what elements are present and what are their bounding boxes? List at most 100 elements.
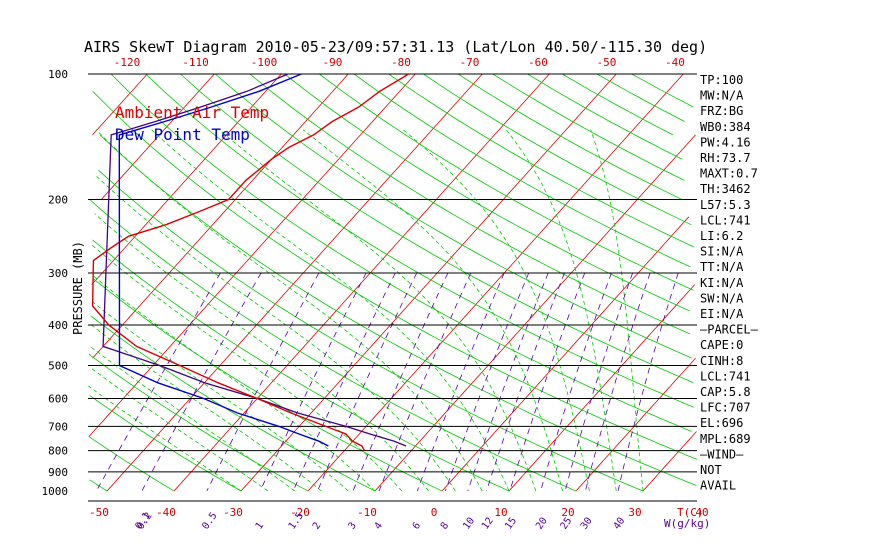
x-axis-label-temp: T(C) <box>677 506 704 519</box>
moist-adiabat-line <box>151 129 510 492</box>
dry-adiabat-line <box>88 353 309 492</box>
pressure-tick-label: 800 <box>48 445 68 458</box>
mixing-ratio-line <box>585 272 651 492</box>
dry-adiabat-line <box>90 315 376 492</box>
dry-adiabat-line <box>423 73 692 226</box>
mixing-ratio-tick-label: 0.2 <box>135 511 154 532</box>
moist-adiabat-line <box>90 243 403 492</box>
moist-adiabat-lines <box>88 129 644 492</box>
y-axis-label: PRESSURE (MB) <box>71 241 85 335</box>
mixing-ratio-tick-label: 6 <box>411 520 423 531</box>
index-value: TH:3462 <box>700 182 751 196</box>
ambient-temp-line <box>91 73 409 451</box>
top-temperature-tick-labels: -120 -110 -100 -90 -80 -70 -60 -50 -40 <box>114 56 685 69</box>
mixing-ratio-line <box>378 272 472 492</box>
dry-adiabat-line <box>89 395 242 492</box>
pressure-tick-label: 700 <box>48 420 68 433</box>
top-temp-tick-label: -100 <box>251 56 278 69</box>
dry-adiabat-line <box>93 278 443 492</box>
mixing-ratio-line <box>317 272 418 492</box>
mixing-ratio-tick-label: 4 <box>373 520 385 531</box>
pressure-tick-label: 400 <box>48 319 68 332</box>
dry-adiabat-line <box>145 73 694 408</box>
parcel-path-line <box>102 73 407 447</box>
index-value: CAPE:0 <box>700 338 743 352</box>
index-value: PW:4.16 <box>700 135 751 149</box>
pressure-tick-label: 100 <box>48 68 68 81</box>
dry-adiabat-line <box>88 436 175 492</box>
moist-adiabat-line <box>91 324 322 492</box>
mixing-ratio-lines <box>96 272 679 492</box>
isotherm-line <box>307 73 684 492</box>
top-temp-tick-label: -80 <box>391 56 411 69</box>
mixing-ratio-line <box>96 272 221 492</box>
pressure-tick-label: 1000 <box>42 485 69 498</box>
moist-adiabat-line <box>95 129 483 492</box>
index-value: MPL:689 <box>700 432 751 446</box>
dry-adiabat-line <box>596 73 685 122</box>
index-value: LFC:707 <box>700 401 751 415</box>
bottom-temp-tick-label: 0 <box>431 506 438 519</box>
index-value: LCL:741 <box>700 369 751 383</box>
moist-adiabat-line <box>92 301 349 492</box>
isotherm-line <box>173 73 550 492</box>
mixing-ratio-line <box>141 272 262 492</box>
isotherm-line <box>92 73 148 136</box>
top-temp-tick-label: -110 <box>182 56 209 69</box>
dry-adiabat-line <box>353 73 691 268</box>
index-value: NOT <box>700 463 722 477</box>
isobar-lines <box>88 73 697 502</box>
index-value: TT:N/A <box>700 260 744 274</box>
index-value: —PARCEL— <box>700 323 759 337</box>
x-axis-label-mixing: W(g/kg) <box>664 517 710 530</box>
index-value: —WIND— <box>700 447 744 461</box>
index-value: CINH:8 <box>700 354 743 368</box>
bottom-temp-tick-label: -40 <box>156 506 176 519</box>
top-temp-tick-label: -60 <box>528 56 548 69</box>
isotherm-line <box>91 73 282 285</box>
mixing-ratio-line <box>416 272 505 492</box>
mixing-ratio-line <box>540 272 612 492</box>
pressure-tick-label: 300 <box>48 267 68 280</box>
legend-ambient-temp: Ambient Air Temp <box>115 103 269 122</box>
moist-adiabat-line <box>88 345 295 492</box>
isotherm-line <box>575 357 696 492</box>
index-value: MW:N/A <box>700 89 744 103</box>
index-value: SW:N/A <box>700 291 744 305</box>
chart-title: AIRS SkewT Diagram 2010-05-23/09:57:31.1… <box>84 38 707 56</box>
mixing-ratio-tick-labels: 0.10.2 0.5 1 1.5 2 3 4 6 8 10 12 15 20 25 30 40 <box>133 511 627 532</box>
dry-adiabat-line <box>527 73 683 160</box>
mixing-ratio-tick-label: 2 <box>311 520 323 531</box>
mixing-ratio-line <box>509 272 586 492</box>
top-temp-tick-label: -50 <box>597 56 617 69</box>
bottom-temp-tick-label: -50 <box>89 506 109 519</box>
plot-background-lines <box>88 73 698 502</box>
dry-adiabat-line <box>180 73 694 384</box>
moist-adiabat-line <box>94 213 429 492</box>
dry-adiabat-line <box>89 479 108 492</box>
mixing-ratio-tick-label: 40 <box>612 516 628 532</box>
moist-adiabat-line <box>92 275 376 492</box>
bottom-temp-tick-label: 10 <box>494 506 507 519</box>
index-value: CAP:5.8 <box>700 385 751 399</box>
isotherm-line <box>441 216 690 492</box>
index-value: MAXT:0.7 <box>700 167 758 181</box>
dry-adiabat-line <box>561 73 674 136</box>
moist-adiabat-line <box>219 129 537 492</box>
dry-adiabat-line <box>92 239 510 492</box>
pressure-tick-label: 500 <box>48 359 68 372</box>
mixing-ratio-tick-label: 3 <box>346 520 358 531</box>
legend-dew-point: Dew Point Temp <box>115 125 250 144</box>
index-value: FRZ:BG <box>700 104 743 118</box>
mixing-ratio-tick-label: 10 <box>461 516 477 532</box>
top-temp-tick-label: -70 <box>460 56 480 69</box>
pressure-tick-label: 600 <box>48 392 68 405</box>
pressure-tick-labels: 100 200 300 400 500 600 700 800 900 1000 <box>42 68 69 498</box>
index-value: LI:6.2 <box>700 229 743 243</box>
isotherm-line <box>101 73 215 200</box>
isotherm-line <box>88 73 416 437</box>
isotherm-line <box>642 431 697 492</box>
bottom-temperature-tick-labels: -50 -40 -30 -20 -10 0 10 20 30 40 <box>89 506 709 519</box>
pressure-tick-label: 900 <box>48 466 68 479</box>
dry-adiabat-line <box>110 73 692 432</box>
